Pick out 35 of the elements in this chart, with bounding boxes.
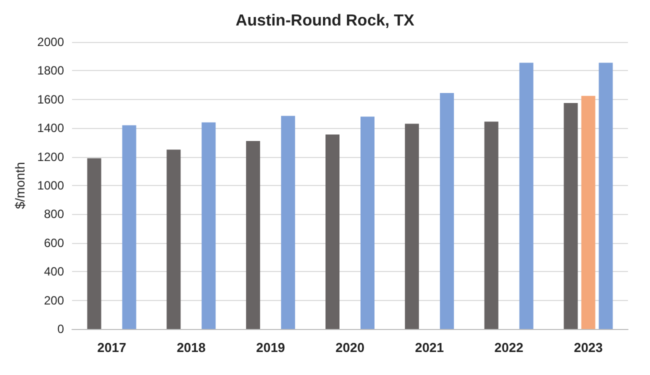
bar bbox=[281, 116, 296, 329]
y-tick-label: 600 bbox=[44, 236, 64, 250]
bar bbox=[484, 122, 498, 329]
y-tick-label: 800 bbox=[44, 207, 64, 222]
bar bbox=[122, 125, 136, 329]
y-tick-label: 2000 bbox=[37, 35, 64, 49]
bar bbox=[87, 158, 102, 329]
bar bbox=[202, 122, 216, 329]
y-tick-label: 1800 bbox=[37, 64, 64, 78]
x-tick-label: 2018 bbox=[176, 340, 206, 355]
bar bbox=[564, 102, 578, 329]
bar bbox=[581, 96, 596, 329]
x-tick-label: 2020 bbox=[336, 340, 364, 355]
bar bbox=[326, 134, 340, 329]
y-tick-label: 400 bbox=[44, 264, 64, 279]
bar bbox=[166, 150, 181, 329]
bar bbox=[519, 62, 534, 329]
y-tick-label: 1400 bbox=[37, 121, 64, 136]
bar bbox=[360, 116, 374, 329]
y-tick-label: 1600 bbox=[37, 92, 64, 106]
x-tick-label: 2022 bbox=[494, 340, 524, 355]
x-tick-label: 2017 bbox=[97, 340, 126, 355]
y-axis-title: $/month bbox=[12, 162, 28, 209]
bar bbox=[404, 124, 419, 329]
bar bbox=[246, 141, 260, 329]
y-tick-label: 200 bbox=[44, 293, 64, 308]
bar bbox=[598, 62, 613, 329]
bar bbox=[440, 92, 454, 329]
x-tick-label: 2021 bbox=[414, 340, 444, 355]
chart-title: Austin-Round Rock, TX bbox=[236, 12, 415, 30]
x-tick-label: 2023 bbox=[574, 340, 603, 355]
x-tick-label: 2019 bbox=[256, 340, 286, 355]
y-tick-label: 1000 bbox=[37, 178, 64, 192]
y-tick-label: 1200 bbox=[37, 150, 64, 164]
y-tick-label: 0 bbox=[57, 322, 64, 336]
